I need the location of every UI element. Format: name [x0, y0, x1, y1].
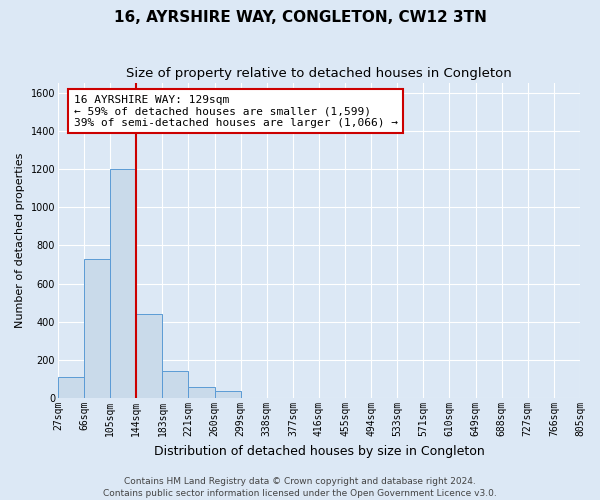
Bar — [136, 314, 163, 398]
Bar — [215, 392, 241, 398]
Bar — [110, 169, 136, 398]
Text: 16, AYRSHIRE WAY, CONGLETON, CW12 3TN: 16, AYRSHIRE WAY, CONGLETON, CW12 3TN — [113, 10, 487, 25]
Bar — [84, 258, 110, 398]
Bar — [58, 377, 84, 398]
Text: 16 AYRSHIRE WAY: 129sqm
← 59% of detached houses are smaller (1,599)
39% of semi: 16 AYRSHIRE WAY: 129sqm ← 59% of detache… — [74, 94, 398, 128]
Title: Size of property relative to detached houses in Congleton: Size of property relative to detached ho… — [126, 68, 512, 80]
Bar — [188, 386, 215, 398]
Text: Contains HM Land Registry data © Crown copyright and database right 2024.
Contai: Contains HM Land Registry data © Crown c… — [103, 476, 497, 498]
X-axis label: Distribution of detached houses by size in Congleton: Distribution of detached houses by size … — [154, 444, 484, 458]
Bar — [163, 372, 188, 398]
Y-axis label: Number of detached properties: Number of detached properties — [15, 153, 25, 328]
